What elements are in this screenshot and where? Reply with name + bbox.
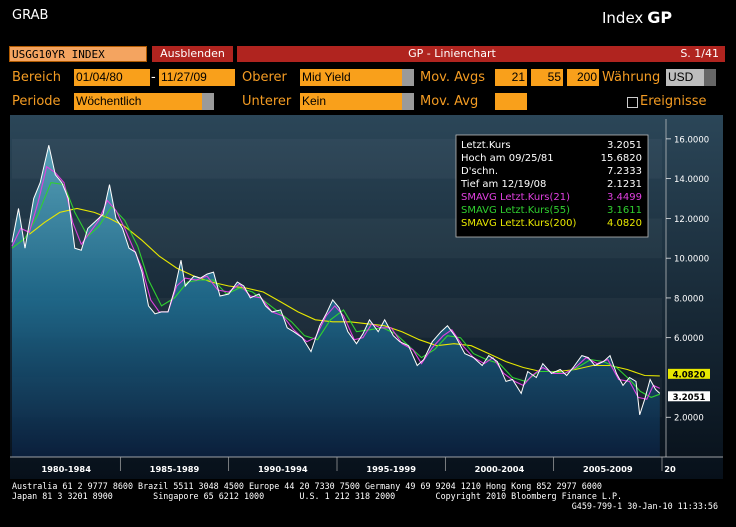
currency-dropdown-arrow[interactable]: [704, 69, 716, 86]
legend-row-value: 7.2333: [607, 166, 642, 177]
range-separator: -: [151, 70, 156, 85]
y-tick-label: 8.0000: [674, 294, 704, 304]
hide-button[interactable]: Ausblenden: [152, 46, 233, 62]
last-value-markers: 4.0820 3.2051: [668, 368, 710, 403]
footer-line-3: G459-799-1 30-Jan-10 11:33:56: [571, 501, 718, 511]
legend-row-label: SMAVG Letzt.Kurs(200): [461, 218, 576, 229]
period-label: Periode: [12, 94, 61, 109]
events-label: Ereignisse: [640, 94, 707, 109]
legend-box: Letzt.Kurs 3.2051 Hoch am 09/25/81 15.6820 D…: [455, 134, 649, 238]
x-tick-label: 2000-2004: [475, 464, 525, 474]
series-line-2: [11, 181, 660, 399]
range-label: Bereich: [12, 70, 61, 85]
ticker-field[interactable]: USGG10YR INDEX: [9, 46, 147, 62]
legend-row-value: 3.4499: [607, 192, 642, 203]
series-line-1: [11, 165, 661, 400]
index-title: Index GP: [602, 8, 672, 27]
mov-avg-field[interactable]: [495, 93, 527, 110]
legend-row-value: 2.1231: [607, 179, 642, 190]
mov-avgs-label: Mov. Avgs: [420, 70, 485, 85]
price-chart: 16.0000 14.0000 12.0000 10.0000 8.0000 6.0000…: [10, 115, 723, 479]
upper-label: Oberer: [242, 70, 287, 85]
legend-row-label: Tief am 12/19/08: [460, 179, 546, 190]
currency-label: Währung: [602, 70, 661, 85]
currency-select[interactable]: USD: [666, 69, 704, 86]
function-title-bar: GP - Linienchart S. 1/41: [237, 46, 725, 62]
page-indicator: S. 1/41: [680, 47, 719, 60]
legend-frame: [455, 134, 649, 238]
grab-label: GRAB: [12, 8, 49, 23]
mov-avg-1-field[interactable]: 21: [495, 69, 527, 86]
mov-avg-label: Mov. Avg: [420, 94, 479, 109]
legend-row-value: 15.6820: [601, 153, 642, 164]
index-label: Index: [602, 9, 644, 27]
events-checkbox[interactable]: [627, 97, 638, 108]
y-tick-label: 10.0000: [674, 255, 709, 265]
y-axis: 16.0000 14.0000 12.0000 10.0000 8.0000 6.0000…: [665, 119, 709, 457]
marker-label: 4.0820: [673, 370, 706, 380]
y-tick-label: 2.0000: [674, 414, 704, 424]
range-to-field[interactable]: 11/27/09: [159, 69, 235, 86]
lower-label: Unterer: [242, 94, 292, 109]
legend-row-label: SMAVG Letzt.Kurs(55): [461, 205, 570, 216]
y-tick-label: 14.0000: [674, 175, 709, 185]
index-code: GP: [647, 8, 673, 27]
legend-row-value: 3.2051: [607, 140, 642, 151]
function-title: GP - Linienchart: [408, 47, 496, 60]
range-from-field[interactable]: 01/04/80: [74, 69, 150, 86]
legend-row-label: Hoch am 09/25/81: [461, 153, 554, 164]
x-tick-label: 1985-1989: [150, 464, 200, 474]
mov-avg-2-field[interactable]: 55: [531, 69, 563, 86]
x-tick-label: 1980-1984: [41, 464, 91, 474]
period-select[interactable]: Wöchentlich: [74, 93, 202, 110]
series-lines: [11, 145, 661, 415]
legend-row-value: 4.0820: [607, 218, 642, 229]
mov-avg-3-field[interactable]: 200: [567, 69, 599, 86]
upper-select[interactable]: Mid Yield: [300, 69, 402, 86]
period-dropdown-arrow[interactable]: [202, 93, 214, 110]
x-tick-label: 2005-2009: [583, 464, 633, 474]
y-tick-label: 12.0000: [674, 215, 709, 225]
x-tick-label: 20: [664, 464, 676, 474]
legend-row-label: SMAVG Letzt.Kurs(21): [461, 192, 570, 203]
x-axis: 1980-1984 1985-1989 1990-1994 1995-1999 2000…: [10, 456, 723, 474]
y-tick-label: 6.0000: [674, 334, 704, 344]
marker-box: [668, 368, 710, 379]
x-tick-label: 1995-1999: [366, 464, 416, 474]
y-tick-label: 16.0000: [674, 135, 709, 145]
footer-line-2: Japan 81 3 3201 8900 Singapore 65 6212 1…: [12, 491, 623, 501]
price-area-fill: [12, 145, 660, 457]
footer-line-1: Australia 61 2 9777 8600 Brazil 5511 304…: [12, 481, 602, 491]
price-area: [12, 145, 660, 457]
lower-select[interactable]: Kein: [300, 93, 402, 110]
legend-row-label: Letzt.Kurs: [461, 140, 511, 151]
upper-dropdown-arrow[interactable]: [402, 69, 414, 86]
series-line-0: [11, 145, 661, 415]
legend-row-value: 3.1611: [607, 205, 642, 216]
x-tick-label: 1990-1994: [258, 464, 308, 474]
marker-label: 3.2051: [673, 393, 706, 403]
legend-row-label: D'schn.: [461, 166, 498, 177]
marker-box: [668, 391, 710, 402]
top-bar: [0, 0, 736, 44]
lower-dropdown-arrow[interactable]: [402, 93, 414, 110]
